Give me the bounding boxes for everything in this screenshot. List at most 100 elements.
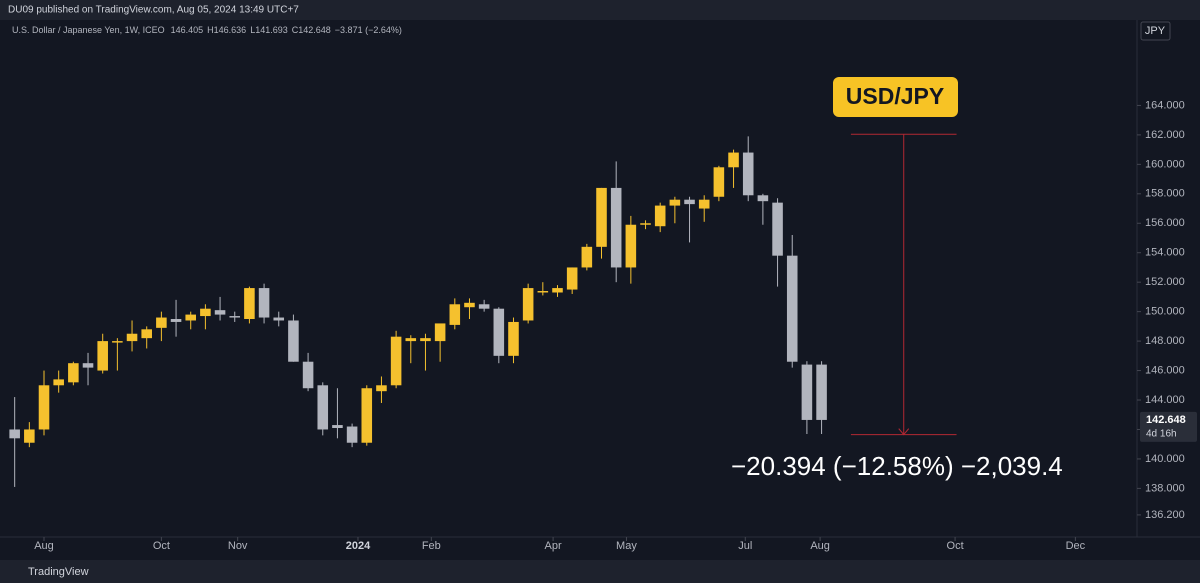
measure-label: −20.394 (−12.58%) −2,039.4 (731, 451, 1063, 481)
x-tick-label: Nov (228, 540, 248, 552)
candle-body (772, 202, 783, 256)
candle-body (361, 388, 373, 443)
candle-body (376, 385, 387, 392)
candle-body (698, 199, 710, 209)
info-part: L (250, 25, 255, 35)
annotation: USD/JPY (846, 83, 944, 109)
candle-body (185, 314, 197, 321)
info-part: −3.871 (−2.64%) (335, 25, 402, 35)
candle-body (654, 205, 666, 227)
y-tick-label: 148.000 (1145, 335, 1185, 347)
y-tick-label: 150.000 (1145, 306, 1185, 318)
candle-body (522, 288, 534, 321)
y-tick-label: 158.000 (1145, 188, 1185, 200)
countdown: 4d 16h (1146, 429, 1177, 440)
candle-body (258, 288, 270, 318)
candle-body (669, 199, 681, 206)
candle-body (684, 199, 695, 205)
candle-body (273, 317, 285, 321)
y-tick-label: 154.000 (1145, 247, 1185, 259)
candle-body (816, 364, 827, 420)
y-tick-label: 136.200 (1145, 509, 1185, 521)
candle-body (625, 224, 637, 268)
candle-body (332, 425, 343, 429)
candle-body (244, 288, 255, 320)
candle-body (53, 379, 64, 386)
x-tick-label: Aug (810, 540, 830, 552)
x-tick-label: Apr (545, 540, 562, 552)
candle-body (552, 288, 563, 293)
price-box (1140, 411, 1197, 442)
candle-body (229, 316, 241, 318)
currency-box (1140, 21, 1171, 41)
y-tick-label: 152.000 (1145, 276, 1185, 288)
candle-body (141, 329, 152, 339)
candle-body (38, 385, 50, 430)
candle-body (68, 363, 79, 383)
candle-body (581, 246, 593, 268)
candle-body (97, 341, 108, 371)
candle-body (449, 304, 461, 325)
y-tick-label: 146.000 (1145, 364, 1185, 376)
candle-body (82, 363, 94, 368)
candle-body (434, 323, 446, 342)
candle-body (126, 333, 138, 342)
info-part: 141.693 (255, 25, 288, 35)
y-tick-label: 160.000 (1145, 158, 1185, 170)
y-tick-label: 164.000 (1145, 99, 1185, 111)
candle-body (420, 338, 431, 342)
candle-body (156, 317, 167, 328)
y-tick-label: 138.000 (1145, 482, 1185, 494)
x-tick-label: Oct (947, 540, 964, 552)
info-part: 146.636 (214, 25, 247, 35)
currency: JPY (1145, 25, 1166, 37)
candle-body (317, 385, 329, 430)
x-tick-label: Dec (1066, 540, 1086, 552)
info-part: O (158, 25, 165, 35)
candle-body (24, 429, 35, 443)
measure-arrowhead (898, 428, 910, 436)
y-tick-label: 144.000 (1145, 394, 1185, 406)
x-tick-label: Jul (738, 540, 752, 552)
candle-body (742, 152, 754, 196)
symbol-info: U.S. Dollar / Japanese Yen, 1W, ICEO 146.… (12, 25, 402, 35)
candle-body (405, 338, 417, 342)
y-tick-label: 156.000 (1145, 217, 1185, 229)
candle-body (728, 152, 739, 168)
y-tick-label: 140.000 (1145, 453, 1185, 465)
candle-body (214, 310, 226, 315)
info-part: C (292, 25, 299, 35)
annotation-box (833, 77, 958, 117)
candle-body (596, 187, 607, 247)
candle-body (640, 223, 651, 225)
candle-body (288, 320, 299, 362)
candle-body (493, 308, 505, 356)
candle-body (508, 321, 519, 356)
candle-body (464, 302, 475, 308)
candle-body (610, 187, 622, 268)
header-bar (0, 0, 1200, 20)
info-part: H (207, 25, 214, 35)
candle-body (200, 308, 211, 317)
candle-body (757, 195, 769, 202)
candle-body (786, 255, 798, 362)
candle-body (346, 426, 358, 443)
candle-body (170, 319, 182, 322)
footer-bar (0, 560, 1200, 583)
footer: TradingView (28, 566, 89, 578)
candle-body (537, 291, 549, 293)
y-tick-label: 162.000 (1145, 129, 1185, 141)
candle-body (566, 267, 578, 290)
x-tick-label: Feb (422, 540, 441, 552)
x-tick-label: Oct (153, 540, 170, 552)
info-part: U.S. Dollar / Japanese Yen, 1W, ICE (12, 25, 158, 35)
candle-body (9, 429, 20, 439)
candle-body (390, 336, 402, 386)
info-part: 146.405 (171, 25, 204, 35)
candle-body (302, 361, 314, 389)
x-tick-label: 2024 (346, 540, 371, 552)
header: DU09 published on TradingView.com, Aug 0… (8, 5, 299, 16)
info-part: 142.648 (298, 25, 331, 35)
